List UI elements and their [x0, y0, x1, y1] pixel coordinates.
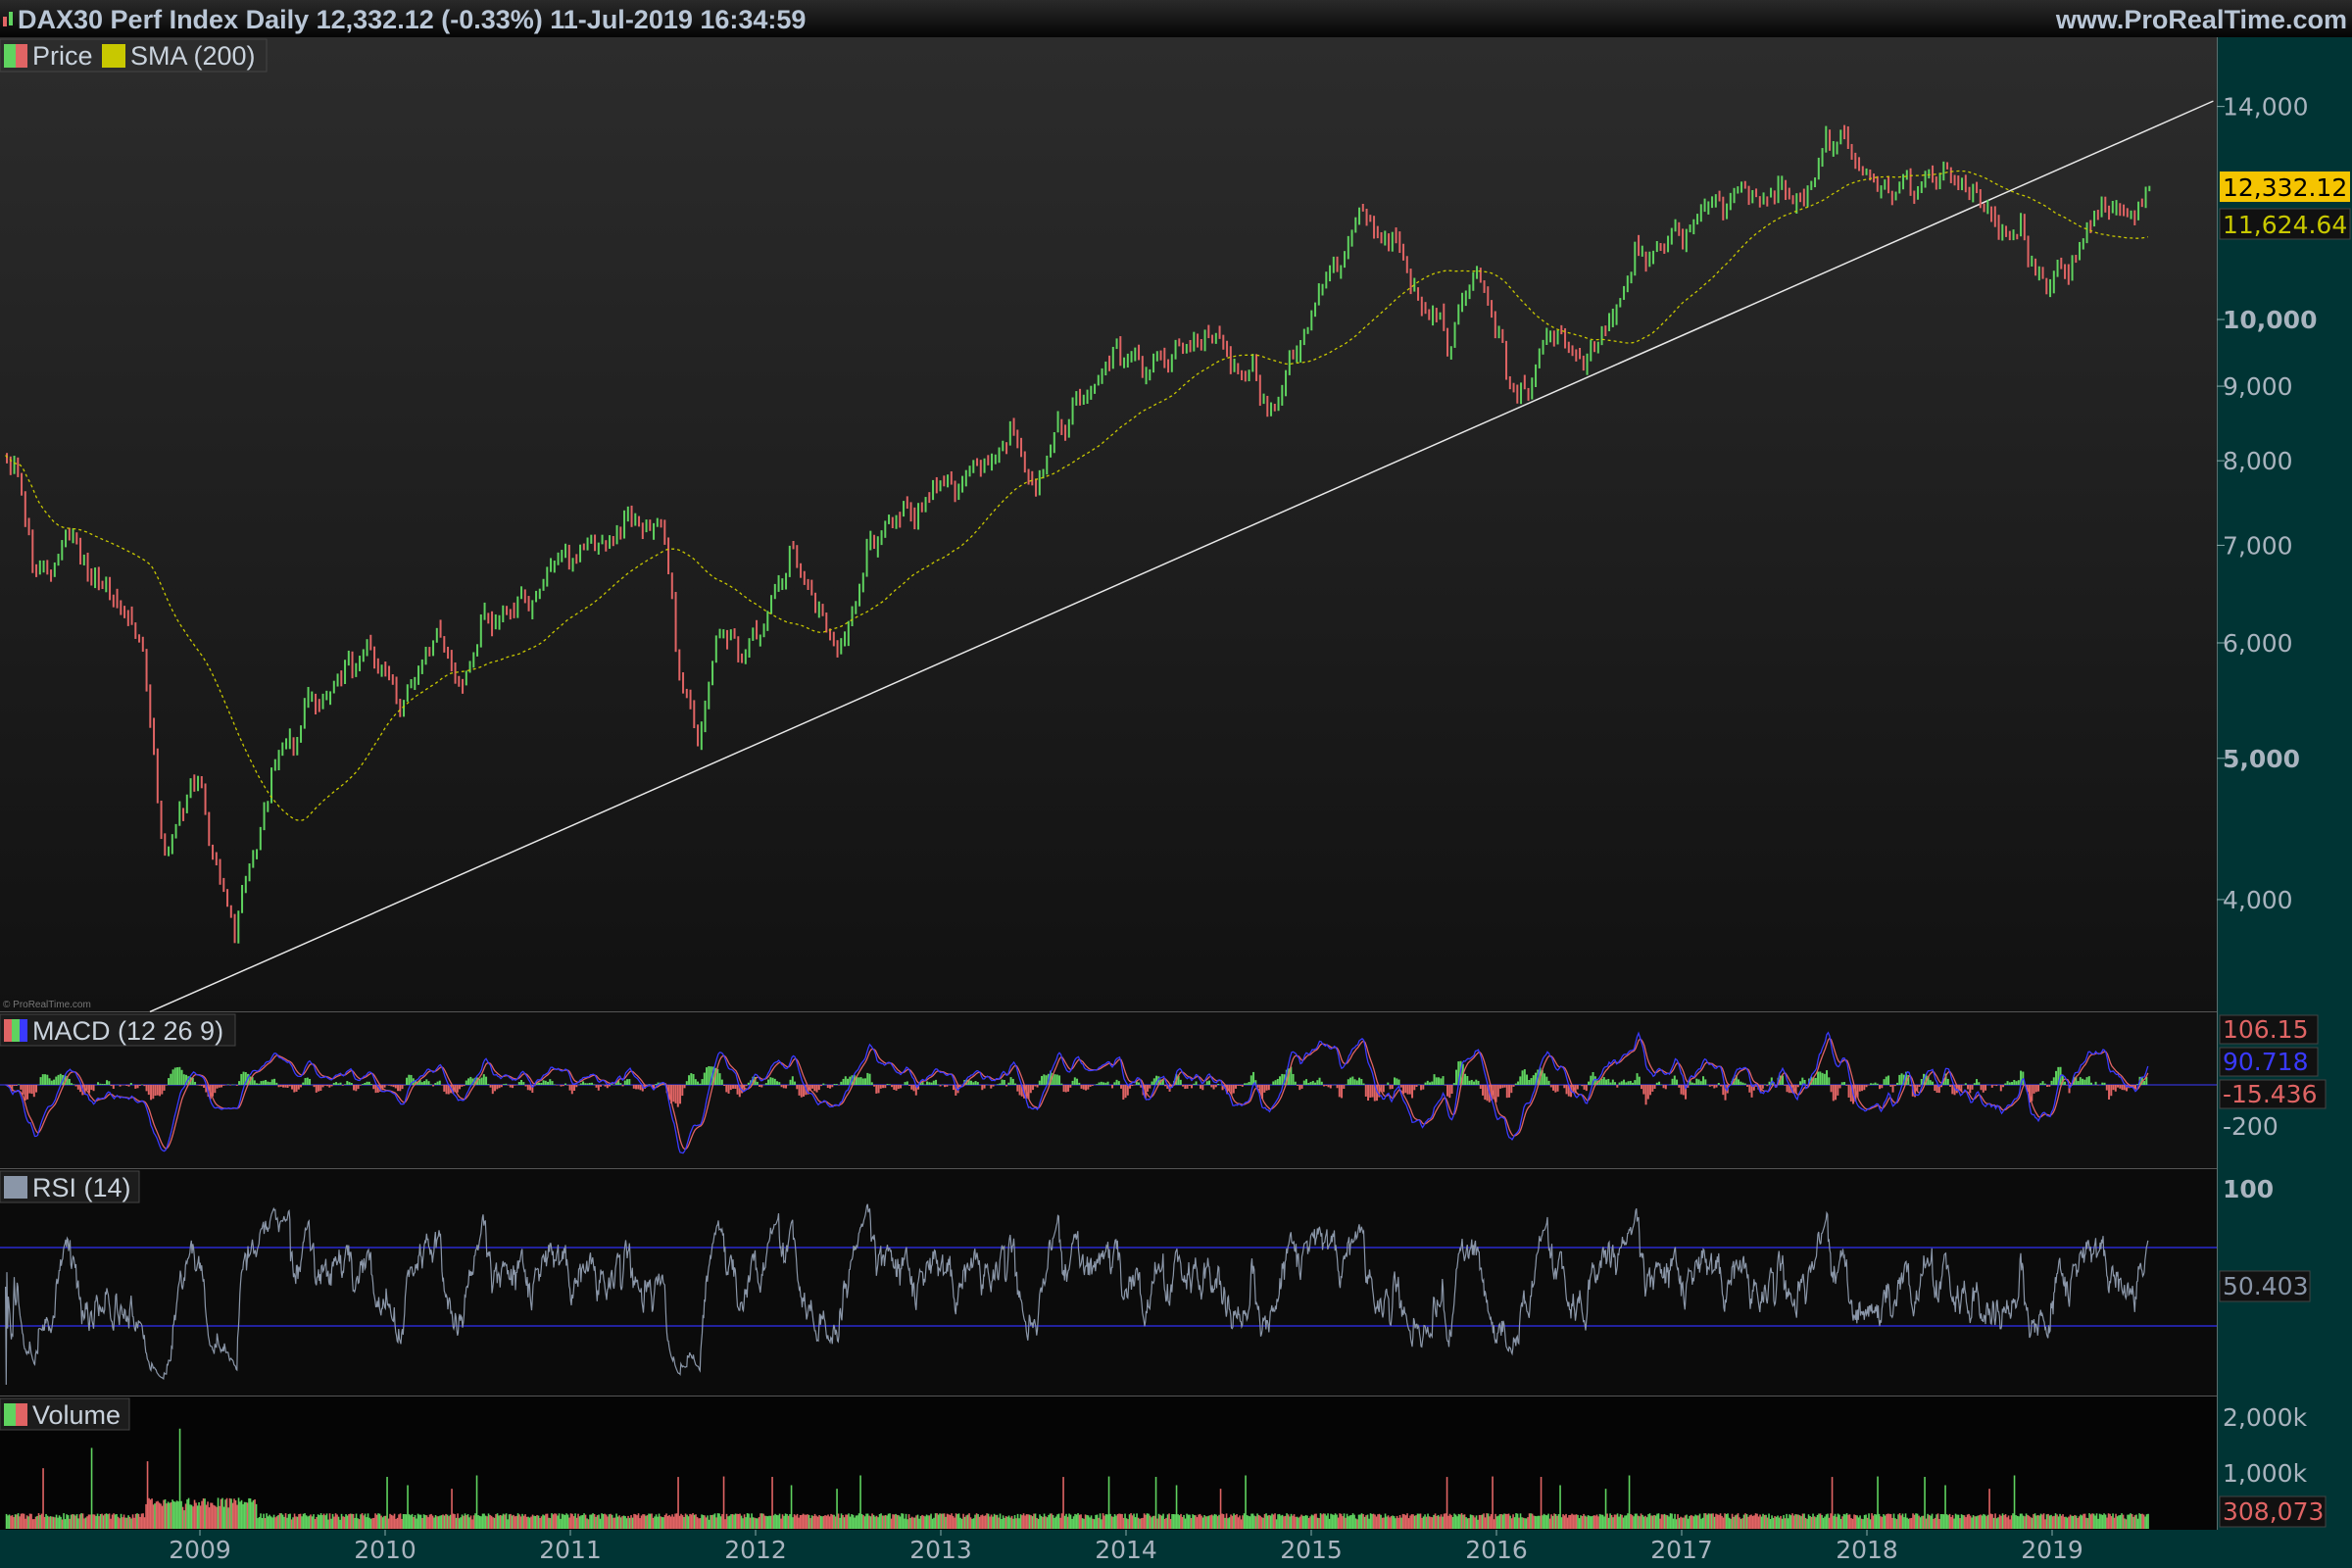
- site-link[interactable]: www.ProRealTime.com: [2055, 5, 2347, 34]
- macd-signal-tag: -15.436: [2223, 1080, 2318, 1108]
- macd-tags: 106.15 90.718 -15.436: [2219, 1014, 2327, 1109]
- price-axis[interactable]: [2217, 37, 2352, 1568]
- volume-legend[interactable]: Volume: [0, 1397, 130, 1431]
- price-layer: [5, 100, 2214, 1013]
- volume-last-tag: 308,073: [2219, 1495, 2327, 1528]
- time-axis-label: 2012: [724, 1536, 787, 1564]
- legend-sma[interactable]: SMA (200): [130, 41, 256, 71]
- price-legend[interactable]: Price SMA (200): [0, 38, 268, 73]
- macd-panel[interactable]: [0, 1012, 2217, 1168]
- price-axis-label: 10,000: [2223, 306, 2317, 334]
- volume-layer: [5, 1428, 2149, 1529]
- time-axis-label: 2017: [1650, 1536, 1713, 1564]
- price-swatch-icon: [4, 44, 16, 68]
- legend-rsi[interactable]: RSI (14): [32, 1173, 131, 1202]
- trendline: [149, 100, 2214, 1013]
- time-axis-label: 2010: [354, 1536, 416, 1564]
- rsi-last-tag: 50.403: [2219, 1270, 2311, 1302]
- time-axis[interactable]: [0, 1530, 2217, 1568]
- candle-icon: [3, 12, 13, 26]
- time-axis-label: 2019: [2021, 1536, 2083, 1564]
- time-axis-label: 2016: [1465, 1536, 1528, 1564]
- svg-text:12,332.12: 12,332.12: [2223, 173, 2347, 202]
- price-axis-label: 6,000: [2223, 629, 2293, 658]
- rsi-layer: [0, 1203, 2217, 1386]
- rsi-panel[interactable]: [0, 1169, 2217, 1396]
- time-axis-label: 2011: [539, 1536, 602, 1564]
- rsi-axis-label: 100: [2223, 1175, 2274, 1203]
- price-axis-label: 4,000: [2223, 886, 2293, 914]
- rsi-legend[interactable]: RSI (14): [0, 1170, 140, 1203]
- price-axis-label: 14,000: [2223, 93, 2308, 122]
- volume-axis-label: 1,000k: [2223, 1459, 2308, 1488]
- svg-text:50.403: 50.403: [2223, 1272, 2308, 1300]
- svg-text:11,624.64: 11,624.64: [2223, 211, 2347, 239]
- macd-layer: [0, 1031, 2217, 1154]
- macd-hist-tag: 106.15: [2223, 1015, 2308, 1044]
- time-axis-label: 2013: [909, 1536, 972, 1564]
- time-axis-label: 2014: [1095, 1536, 1157, 1564]
- time-axis-label: 2018: [1836, 1536, 1898, 1564]
- legend-volume[interactable]: Volume: [32, 1400, 121, 1430]
- watermark: © ProRealTime.com: [3, 1000, 91, 1010]
- axis-layer: 14,000 10,000 9,000 8,000 7,000 6,000 5,000 4,0…: [169, 93, 2317, 1564]
- time-axis-label: 2009: [169, 1536, 231, 1564]
- price-axis-label: 5,000: [2223, 745, 2300, 773]
- macd-line-tag: 90.718: [2223, 1048, 2308, 1076]
- sma-last-tag: 11,624.64: [2219, 208, 2351, 240]
- legend-macd[interactable]: MACD (12 26 9): [32, 1016, 223, 1046]
- price-panel[interactable]: [0, 37, 2217, 1011]
- macd-axis-label: -200: [2223, 1112, 2278, 1141]
- legend-price[interactable]: Price: [32, 41, 93, 71]
- last-price-tag: 12,332.12: [2220, 172, 2350, 202]
- macd-legend[interactable]: MACD (12 26 9): [0, 1013, 236, 1047]
- sma-200-line: [5, 170, 2149, 821]
- rsi-line: [5, 1203, 2149, 1386]
- chart-title: DAX30 Perf Index Daily 12,332.12 (-0.33%…: [18, 5, 806, 34]
- price-axis-label: 8,000: [2223, 447, 2293, 475]
- price-axis-label: 7,000: [2223, 531, 2293, 560]
- price-axis-label: 9,000: [2223, 372, 2293, 401]
- macd-line: [5, 1031, 2149, 1154]
- svg-text:308,073: 308,073: [2223, 1497, 2324, 1526]
- sma-swatch-icon: [102, 44, 125, 68]
- volume-axis-label: 2,000k: [2223, 1403, 2308, 1432]
- time-axis-label: 2015: [1280, 1536, 1343, 1564]
- header-bar: [0, 0, 2352, 37]
